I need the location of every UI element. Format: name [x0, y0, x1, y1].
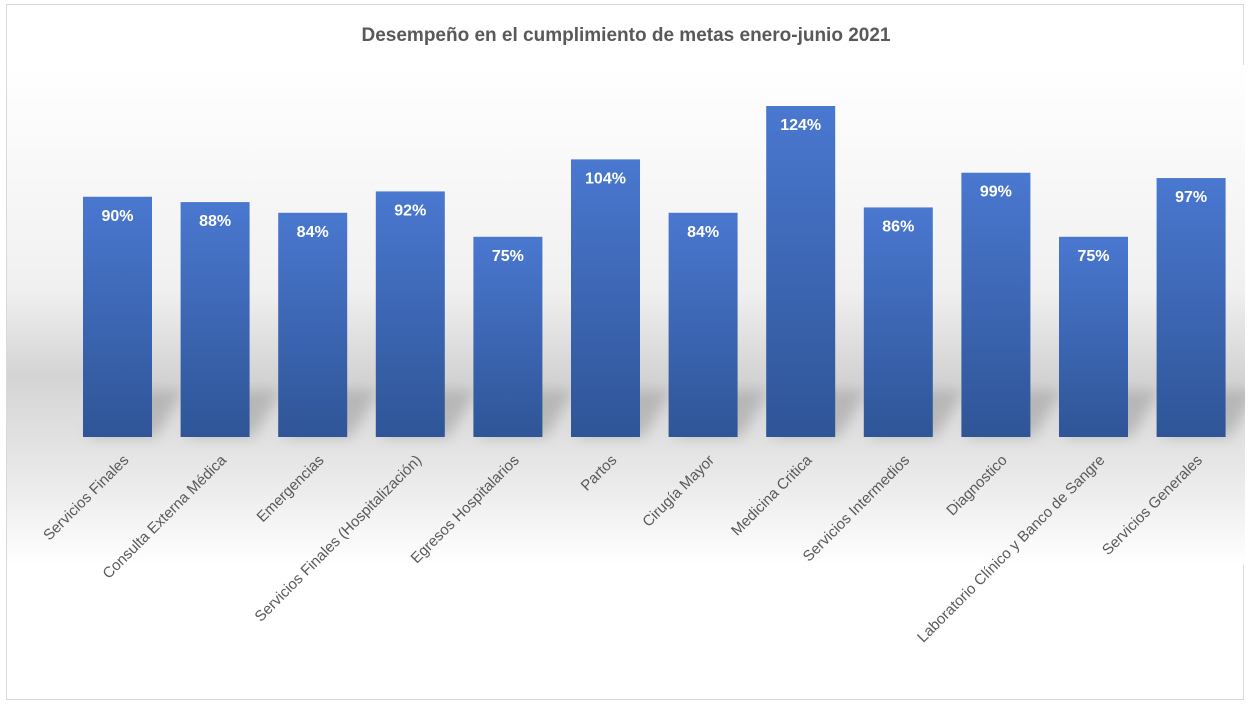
bar: [83, 197, 152, 437]
bar: [864, 207, 933, 437]
bar: [961, 173, 1030, 437]
bar-value-label: 84%: [687, 224, 719, 241]
bar-value-label: 104%: [585, 170, 626, 187]
bar: [669, 213, 738, 437]
bar: [376, 191, 445, 437]
bar-value-label: 84%: [297, 224, 329, 241]
chart-frame: Desempeño en el cumplimiento de metas en…: [6, 4, 1244, 700]
bar-value-label: 124%: [780, 117, 821, 134]
bar: [473, 237, 542, 437]
bar: [1059, 237, 1128, 437]
bar-value-label: 99%: [980, 184, 1012, 201]
bar-value-label: 86%: [882, 218, 914, 235]
bar-value-label: 75%: [492, 248, 524, 265]
bar: [766, 106, 835, 437]
bar: [181, 202, 250, 437]
bar-value-label: 92%: [394, 202, 426, 219]
bar-value-label: 75%: [1077, 248, 1109, 265]
bar-value-label: 97%: [1175, 189, 1207, 206]
bar: [1157, 178, 1226, 437]
bar-value-label: 90%: [101, 208, 133, 225]
bar-chart: 90% 88%84%92%75%104%84%124%86%99%75%97% S…: [7, 5, 1245, 701]
bar-value-label: 88%: [199, 213, 231, 230]
bar: [278, 213, 347, 437]
bar: [571, 159, 640, 437]
